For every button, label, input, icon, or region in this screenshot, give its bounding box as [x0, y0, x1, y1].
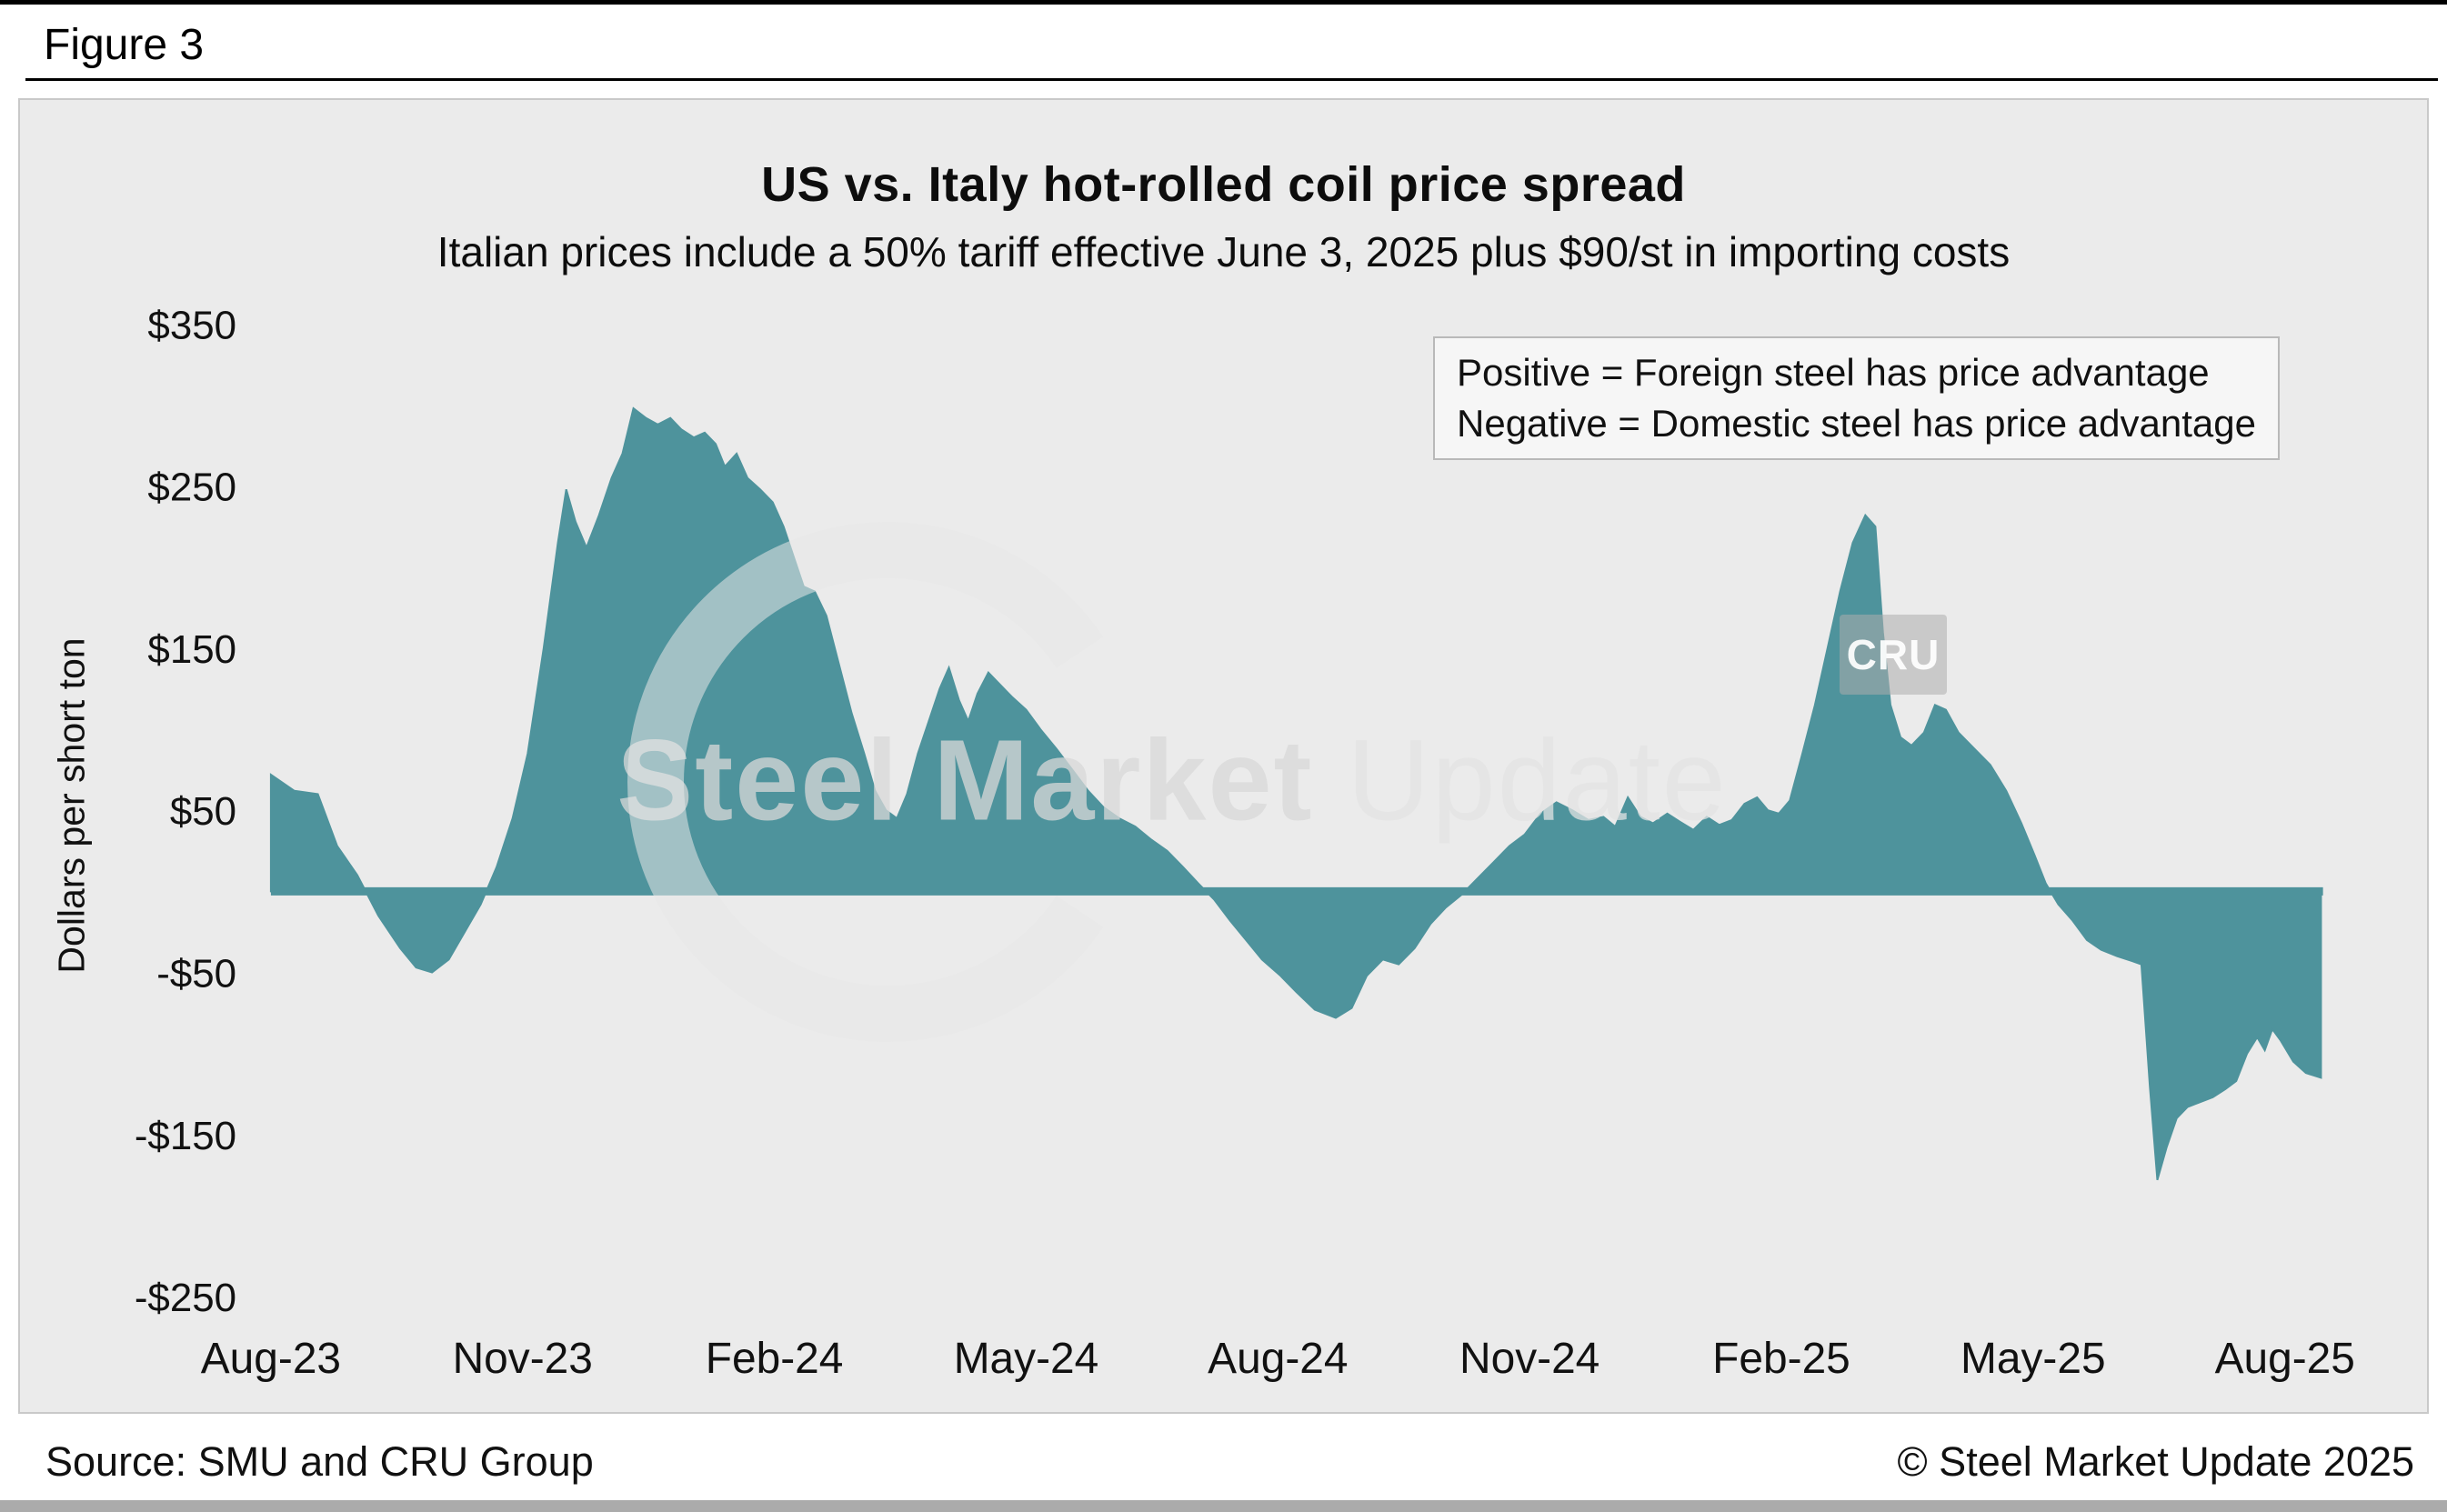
- y-axis-title: Dollars per short ton: [50, 637, 93, 974]
- y-tick-label: -$250: [135, 1276, 236, 1320]
- x-tick-label: Aug-24: [1208, 1335, 1348, 1383]
- x-tick-label: May-25: [1961, 1335, 2106, 1383]
- footer-source: Source: SMU and CRU Group: [45, 1438, 594, 1485]
- x-tick-label: Nov-23: [453, 1335, 593, 1383]
- price-spread-area: [269, 406, 2322, 1181]
- y-tick-label: $50: [170, 789, 236, 834]
- x-tick-label: Feb-24: [706, 1335, 844, 1383]
- figure-divider-line: [25, 78, 2438, 81]
- y-tick-label: -$150: [135, 1114, 236, 1158]
- chart-subtitle: Italian prices include a 50% tariff effe…: [436, 228, 2011, 275]
- annotation-box: Positive = Foreign steel has price advan…: [1433, 336, 2280, 460]
- x-tick-label: Aug-25: [2215, 1335, 2355, 1383]
- y-tick-label: $250: [147, 466, 236, 510]
- y-tick-label: -$50: [156, 951, 236, 996]
- top-border-line: [0, 0, 2447, 5]
- annotation-line-positive: Positive = Foreign steel has price advan…: [1457, 351, 2210, 394]
- footer-copyright: © Steel Market Update 2025: [1897, 1438, 2414, 1485]
- x-tick-label: Feb-25: [1712, 1335, 1850, 1383]
- bottom-gray-strip: [0, 1500, 2447, 1512]
- x-tick-label: Nov-24: [1459, 1335, 1600, 1383]
- x-tick-label: May-24: [954, 1335, 1099, 1383]
- chart-panel: $350 $250 $150 $50 -$50 -$150 -$250 Aug-23 Nov-2…: [18, 98, 2429, 1414]
- figure-label: Figure 3: [44, 21, 205, 69]
- y-tick-label: $150: [147, 627, 236, 672]
- y-tick-label: $350: [147, 303, 236, 347]
- x-tick-label: Aug-23: [201, 1335, 341, 1383]
- chart-title: US vs. Italy hot-rolled coil price sprea…: [761, 157, 1686, 212]
- area-chart: $350 $250 $150 $50 -$50 -$150 -$250 Aug-23 Nov-2…: [135, 303, 2355, 1383]
- annotation-line-negative: Negative = Domestic steel has price adva…: [1457, 402, 2256, 445]
